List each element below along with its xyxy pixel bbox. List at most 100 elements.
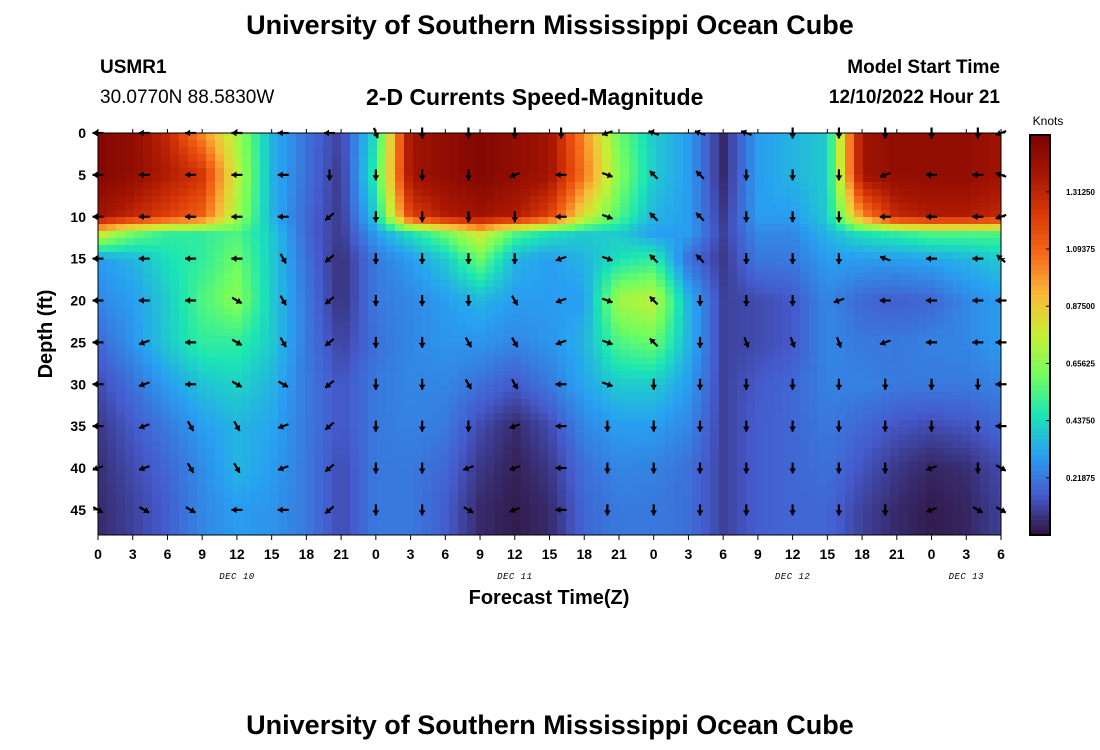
heatmap-cell — [278, 259, 288, 267]
heatmap-cell — [152, 273, 162, 281]
heatmap-cell — [224, 336, 234, 344]
heatmap-cell — [674, 266, 684, 274]
heatmap-cell — [809, 231, 819, 239]
heatmap-cell — [134, 364, 144, 372]
heatmap-cell — [296, 336, 306, 344]
heatmap-cell — [188, 231, 198, 239]
heatmap-cell — [440, 462, 450, 470]
heatmap-cell — [773, 448, 783, 456]
heatmap-cell — [107, 182, 117, 190]
heatmap-cell — [179, 490, 189, 498]
heatmap-cell — [314, 140, 324, 148]
heatmap-cell — [728, 147, 738, 155]
heatmap-cell — [368, 455, 378, 463]
heatmap-cell — [404, 154, 414, 162]
heatmap-cell — [323, 280, 333, 288]
heatmap-cell — [566, 329, 576, 337]
heatmap-cell — [710, 315, 720, 323]
heatmap-cell — [719, 315, 729, 323]
heatmap-cell — [143, 133, 153, 141]
heatmap-cell — [800, 504, 810, 512]
heatmap-cell — [467, 378, 477, 386]
heatmap-cell — [782, 154, 792, 162]
heatmap-cell — [584, 182, 594, 190]
heatmap-cell — [449, 322, 459, 330]
heatmap-cell — [719, 441, 729, 449]
heatmap-cell — [701, 350, 711, 358]
heatmap-cell — [827, 308, 837, 316]
heatmap-cell — [224, 182, 234, 190]
heatmap-cell — [305, 399, 315, 407]
heatmap-cell — [836, 441, 846, 449]
heatmap-cell — [242, 273, 252, 281]
heatmap-cell — [224, 252, 234, 260]
heatmap-cell — [764, 238, 774, 246]
heatmap-cell — [287, 238, 297, 246]
heatmap-cell — [242, 301, 252, 309]
heatmap-cell — [170, 259, 180, 267]
heatmap-cell — [449, 175, 459, 183]
heatmap-cell — [278, 476, 288, 484]
heatmap-cell — [575, 308, 585, 316]
heatmap-cell — [152, 252, 162, 260]
heatmap-cell — [134, 490, 144, 498]
heatmap-cell — [503, 210, 513, 218]
heatmap-cell — [566, 322, 576, 330]
heatmap-cell — [602, 294, 612, 302]
heatmap-cell — [845, 385, 855, 393]
heatmap-cell — [575, 147, 585, 155]
heatmap-cell — [719, 343, 729, 351]
heatmap-cell — [809, 154, 819, 162]
heatmap-cell — [98, 273, 108, 281]
heatmap-cell — [215, 336, 225, 344]
heatmap-cell — [629, 231, 639, 239]
heatmap-cell — [98, 154, 108, 162]
heatmap-cell — [539, 196, 549, 204]
heatmap-cell — [611, 434, 621, 442]
heatmap-cell — [782, 350, 792, 358]
heatmap-cell — [440, 378, 450, 386]
heatmap-cell — [404, 210, 414, 218]
heatmap-cell — [386, 385, 396, 393]
heatmap-cell — [143, 217, 153, 225]
heatmap-cell — [521, 441, 531, 449]
heatmap-cell — [215, 399, 225, 407]
heatmap-cell — [629, 322, 639, 330]
heatmap-cell — [467, 392, 477, 400]
heatmap-cell — [161, 315, 171, 323]
heatmap-cell — [728, 259, 738, 267]
heatmap-cell — [764, 203, 774, 211]
heatmap-cell — [737, 231, 747, 239]
heatmap-cell — [314, 154, 324, 162]
heatmap-cell — [521, 357, 531, 365]
heatmap-cell — [791, 182, 801, 190]
heatmap-cell — [377, 182, 387, 190]
heatmap-cell — [548, 455, 558, 463]
heatmap-cell — [809, 406, 819, 414]
heatmap-cell — [575, 497, 585, 505]
heatmap-cell — [368, 399, 378, 407]
heatmap-cell — [107, 273, 117, 281]
heatmap-cell — [107, 525, 117, 533]
heatmap-cell — [809, 455, 819, 463]
heatmap-cell — [539, 483, 549, 491]
heatmap-cell — [620, 238, 630, 246]
heatmap-cell — [701, 168, 711, 176]
heatmap-cell — [197, 420, 207, 428]
heatmap-cell — [782, 294, 792, 302]
heatmap-cell — [161, 371, 171, 379]
heatmap-cell — [404, 161, 414, 169]
heatmap-cell — [242, 350, 252, 358]
heatmap-cell — [251, 420, 261, 428]
heatmap-cell — [440, 308, 450, 316]
heatmap-cell — [107, 161, 117, 169]
heatmap-cell — [332, 175, 342, 183]
heatmap-cell — [305, 336, 315, 344]
heatmap-cell — [773, 154, 783, 162]
heatmap-cell — [296, 343, 306, 351]
heatmap-cell — [521, 294, 531, 302]
heatmap-cell — [476, 420, 486, 428]
heatmap-cell — [233, 280, 243, 288]
heatmap-cell — [692, 301, 702, 309]
heatmap-cell — [584, 168, 594, 176]
